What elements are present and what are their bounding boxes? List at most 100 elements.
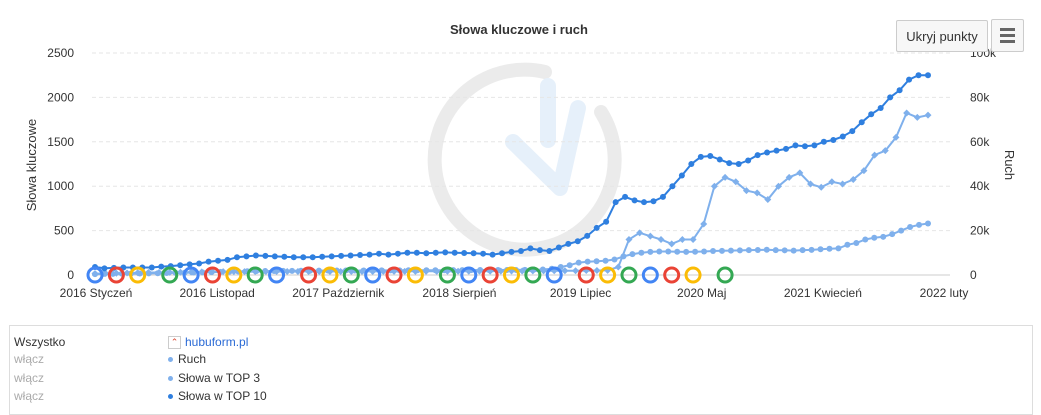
legend-site[interactable]: ⌃ hubuform.pl [168,333,248,351]
data-point[interactable] [799,247,806,254]
data-point[interactable] [477,267,484,274]
data-point[interactable] [678,235,686,243]
data-point[interactable] [347,252,354,259]
data-point[interactable] [785,173,793,181]
data-point[interactable] [546,248,553,255]
data-point[interactable] [611,256,618,263]
data-point[interactable] [721,173,729,181]
data-point[interactable] [566,262,573,269]
data-point[interactable] [710,182,718,190]
data-point[interactable] [807,180,815,188]
data-point[interactable] [796,169,804,177]
data-point[interactable] [136,270,143,277]
data-point[interactable] [432,267,439,274]
data-point[interactable] [887,94,894,101]
google-update-icon[interactable] [246,266,264,284]
google-update-icon[interactable] [86,266,104,284]
data-point[interactable] [849,128,856,135]
data-point[interactable] [877,105,884,112]
data-point[interactable] [625,235,633,243]
data-point[interactable] [584,258,591,265]
data-point[interactable] [764,196,772,204]
data-point[interactable] [154,270,161,277]
data-point[interactable] [641,199,648,206]
data-point[interactable] [924,111,932,119]
data-point[interactable] [913,113,921,121]
google-update-icon[interactable] [268,266,286,284]
data-point[interactable] [826,245,833,252]
data-point[interactable] [315,267,322,274]
data-point[interactable] [208,269,215,276]
data-point[interactable] [423,267,430,274]
data-point[interactable] [555,244,562,251]
data-point[interactable] [835,245,842,252]
data-point[interactable] [92,271,98,278]
legend-toggle[interactable]: włącz [14,371,45,385]
data-point[interactable] [792,142,799,149]
data-point[interactable] [572,267,580,275]
google-update-icon[interactable] [503,266,520,284]
data-point[interactable] [300,254,307,261]
data-point[interactable] [593,267,601,275]
data-point[interactable] [205,258,212,265]
data-point[interactable] [716,156,723,163]
data-point[interactable] [701,248,708,255]
data-point[interactable] [593,224,600,231]
data-point[interactable] [527,245,534,252]
data-point[interactable] [753,189,761,197]
toggle-points-button[interactable]: Ukryj punkty [896,20,988,52]
data-point[interactable] [735,161,742,167]
data-point[interactable] [199,269,206,276]
data-point[interactable] [801,143,808,150]
data-point[interactable] [612,199,619,206]
data-point[interactable] [366,251,373,258]
data-point[interactable] [830,137,837,144]
data-point[interactable] [764,149,771,156]
data-point[interactable] [903,109,911,117]
data-point[interactable] [290,254,297,261]
data-point[interactable] [646,232,654,240]
data-point[interactable] [808,246,815,253]
google-update-icon[interactable] [129,266,147,284]
data-point[interactable] [710,248,717,255]
data-point[interactable] [470,250,477,257]
data-point[interactable] [575,259,582,266]
data-point[interactable] [262,268,269,275]
data-point[interactable] [650,198,657,205]
data-point[interactable] [461,249,468,256]
data-point[interactable] [561,267,569,275]
data-point[interactable] [781,247,788,254]
data-point[interactable] [853,240,860,247]
data-point[interactable] [862,236,869,243]
data-point[interactable] [451,249,458,256]
data-point[interactable] [574,238,581,245]
google-update-icon[interactable] [385,266,403,284]
google-update-icon[interactable] [641,266,659,284]
data-point[interactable] [726,160,733,167]
data-point[interactable] [892,133,900,141]
data-point[interactable] [669,183,676,190]
data-point[interactable] [772,247,779,254]
data-point[interactable] [338,252,345,259]
data-point[interactable] [309,254,316,261]
data-point[interactable] [622,193,629,200]
data-point[interactable] [790,247,797,254]
data-point[interactable] [281,253,288,260]
data-point[interactable] [148,264,155,271]
data-point[interactable] [783,145,790,152]
google-update-icon[interactable] [460,266,478,284]
google-update-icon[interactable] [481,266,499,284]
data-point[interactable] [844,241,851,248]
data-point[interactable] [394,250,401,257]
data-point[interactable] [145,270,152,277]
data-point[interactable] [820,138,827,145]
data-point[interactable] [101,265,108,272]
data-point[interactable] [828,178,836,186]
data-point[interactable] [817,246,824,253]
google-update-icon[interactable] [107,266,125,284]
data-point[interactable] [858,119,865,126]
data-point[interactable] [700,220,708,228]
legend-series-item[interactable]: Słowa w TOP 10 [168,387,267,405]
data-point[interactable] [480,250,487,257]
chart-menu-button[interactable] [991,19,1024,52]
